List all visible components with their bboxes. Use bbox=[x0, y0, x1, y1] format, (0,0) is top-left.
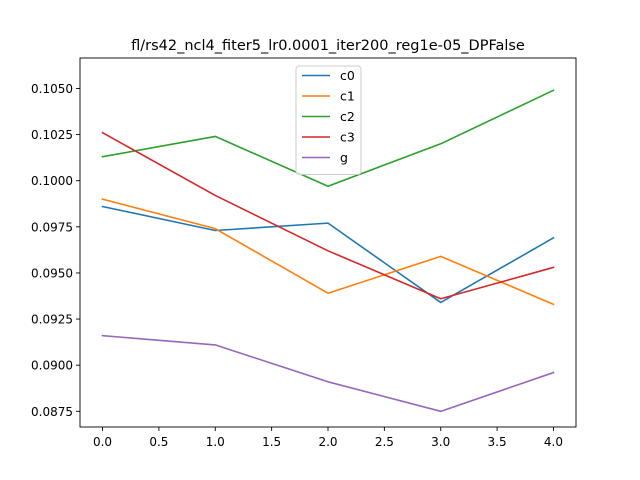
series-line-g bbox=[101, 334, 555, 413]
x-tick-label: 4.0 bbox=[544, 435, 563, 449]
y-tick-label: 0.0925 bbox=[31, 313, 73, 327]
series-line-c1 bbox=[101, 198, 555, 306]
x-tick-label: 3.0 bbox=[431, 435, 450, 449]
x-tick-label: 1.5 bbox=[262, 435, 281, 449]
legend-label-c0: c0 bbox=[340, 68, 355, 83]
x-tick-label: 3.5 bbox=[488, 435, 507, 449]
legend-label-g: g bbox=[340, 150, 348, 165]
x-tick-label: 1.0 bbox=[206, 435, 225, 449]
chart-title: fl/rs42_ncl4_fiter5_lr0.0001_iter200_reg… bbox=[131, 38, 525, 54]
series-line-c2 bbox=[101, 89, 555, 188]
legend-label-c2: c2 bbox=[340, 109, 355, 124]
y-tick-label: 0.1050 bbox=[31, 82, 73, 96]
legend-box bbox=[295, 65, 362, 175]
y-tick-label: 0.0975 bbox=[31, 220, 73, 234]
y-tick-label: 0.0950 bbox=[31, 266, 73, 280]
y-tick-label: 0.1000 bbox=[31, 174, 73, 188]
legend-label-c1: c1 bbox=[340, 89, 355, 104]
x-axis: 0.0 0.5 1.0 1.5 2.0 2.5 3.0 3.5 4.0 bbox=[93, 427, 563, 449]
series-line-c0 bbox=[101, 205, 555, 304]
x-tick-label: 2.5 bbox=[375, 435, 394, 449]
y-tick-label: 0.0875 bbox=[31, 405, 73, 419]
legend-label-c3: c3 bbox=[340, 130, 355, 145]
legend: c0 c1 c2 c3 g bbox=[295, 65, 362, 175]
x-tick-label: 2.0 bbox=[318, 435, 337, 449]
series-group bbox=[101, 89, 555, 413]
y-tick-label: 0.0900 bbox=[31, 359, 73, 373]
series-line-c3 bbox=[101, 131, 555, 300]
y-tick-label: 0.1025 bbox=[31, 128, 73, 142]
y-axis: 0.0875 0.0900 0.0925 0.0950 0.0975 0.1000 0.10… bbox=[31, 82, 80, 419]
x-tick-label: 0.5 bbox=[149, 435, 168, 449]
x-tick-label: 0.0 bbox=[93, 435, 112, 449]
